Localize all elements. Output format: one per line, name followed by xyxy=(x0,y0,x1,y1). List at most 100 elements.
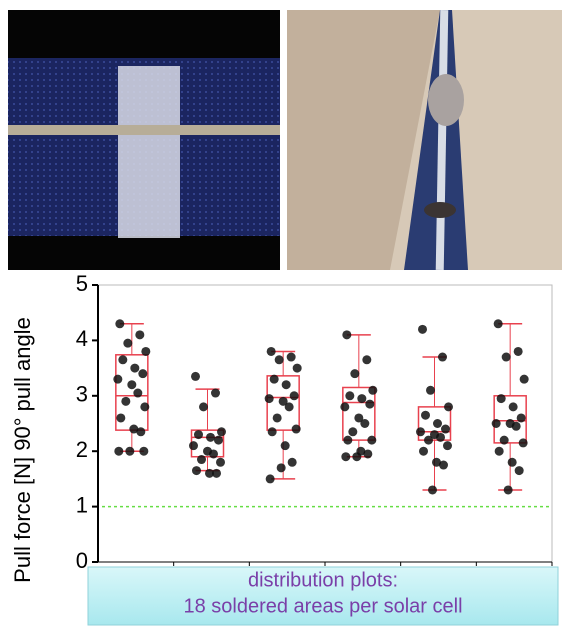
plot-frame xyxy=(97,284,553,563)
data-point xyxy=(354,413,364,423)
data-point xyxy=(360,419,370,428)
data-point xyxy=(444,402,453,412)
data-point xyxy=(433,419,442,428)
y-tick-label: 5 xyxy=(76,271,88,296)
data-point xyxy=(368,385,378,395)
data-point xyxy=(365,399,375,409)
data-point xyxy=(284,402,294,412)
data-point xyxy=(118,355,128,365)
data-point xyxy=(265,474,275,484)
data-point xyxy=(292,363,302,373)
data-point xyxy=(192,466,201,476)
data-point xyxy=(362,355,372,365)
data-point xyxy=(141,346,151,356)
data-point xyxy=(216,457,225,467)
data-point xyxy=(133,388,143,398)
data-point xyxy=(214,435,223,445)
data-point xyxy=(135,330,145,340)
data-point xyxy=(499,435,509,445)
data-point xyxy=(363,449,373,459)
data-point xyxy=(443,441,452,451)
data-point xyxy=(501,352,511,362)
data-point xyxy=(127,380,137,390)
data-point xyxy=(217,427,226,437)
data-point xyxy=(494,446,504,456)
data-point xyxy=(206,432,215,442)
data-point xyxy=(419,446,428,456)
data-point xyxy=(348,427,358,437)
y-axis-label: Pull force [N] 90° pull angle xyxy=(10,317,35,583)
data-point xyxy=(341,452,351,462)
data-point xyxy=(125,446,135,456)
data-point xyxy=(269,374,279,384)
data-point xyxy=(113,374,123,384)
data-point xyxy=(432,457,441,467)
data-point xyxy=(197,455,206,465)
data-point xyxy=(287,457,297,467)
data-point xyxy=(508,402,518,412)
data-point xyxy=(123,338,133,348)
data-point xyxy=(278,396,288,406)
data-point xyxy=(367,435,377,445)
y-tick-label: 4 xyxy=(76,326,88,351)
data-point xyxy=(496,394,506,404)
data-point xyxy=(291,424,301,434)
box xyxy=(493,395,527,444)
data-point xyxy=(436,432,445,442)
data-point xyxy=(121,396,131,406)
data-point xyxy=(136,427,146,437)
data-point xyxy=(286,352,296,362)
box xyxy=(266,375,300,431)
box xyxy=(342,386,376,441)
data-point xyxy=(116,413,126,423)
data-point xyxy=(438,352,447,362)
data-point xyxy=(503,485,513,495)
caption-line: distribution plots: xyxy=(248,569,398,591)
data-point xyxy=(280,441,290,451)
data-point xyxy=(416,427,425,437)
data-point xyxy=(199,402,208,412)
data-point xyxy=(426,385,435,395)
data-point xyxy=(340,402,350,412)
data-point xyxy=(114,446,124,456)
data-point xyxy=(138,369,148,379)
box xyxy=(417,406,452,441)
data-point xyxy=(189,441,198,451)
data-point xyxy=(511,421,521,431)
data-point xyxy=(140,402,150,412)
data-point xyxy=(428,485,437,495)
data-point xyxy=(115,319,125,329)
data-point xyxy=(264,394,274,404)
data-point xyxy=(421,410,430,420)
data-point xyxy=(439,460,448,470)
data-point xyxy=(272,413,282,423)
data-point xyxy=(212,468,221,478)
y-tick-label: 2 xyxy=(76,437,88,462)
data-point xyxy=(516,413,526,423)
data-point xyxy=(267,427,277,437)
data-point xyxy=(514,466,524,476)
data-point xyxy=(518,438,528,448)
data-point xyxy=(350,369,360,379)
data-point xyxy=(519,374,529,384)
y-tick-label: 0 xyxy=(76,548,88,573)
data-point xyxy=(274,355,284,365)
data-point xyxy=(194,430,203,440)
y-tick-label: 1 xyxy=(76,492,88,517)
data-point xyxy=(441,424,450,434)
caption-line: 18 soldered areas per solar cell xyxy=(183,595,462,617)
data-point xyxy=(513,346,523,356)
data-point xyxy=(289,391,299,401)
caption-box xyxy=(87,566,559,626)
data-point xyxy=(343,435,353,445)
data-point xyxy=(276,463,286,473)
data-point xyxy=(345,391,355,401)
photo-left xyxy=(8,10,280,270)
data-point xyxy=(507,457,517,467)
data-point xyxy=(129,424,139,434)
data-point xyxy=(493,319,503,329)
data-point xyxy=(191,371,200,381)
data-point xyxy=(281,380,291,390)
data-point xyxy=(139,446,149,456)
